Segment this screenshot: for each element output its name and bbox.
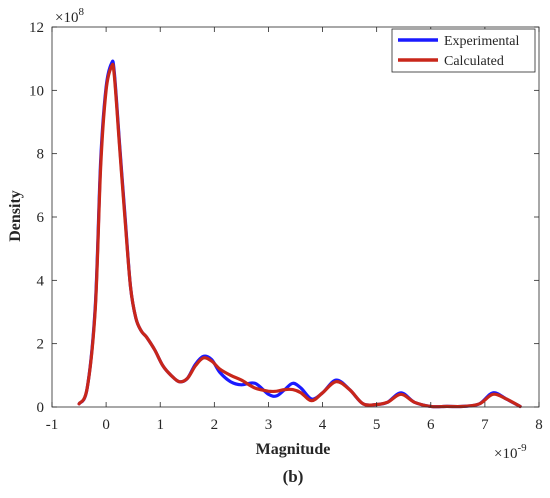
legend: Experimental Calculated bbox=[391, 28, 536, 73]
plot-area bbox=[52, 27, 539, 407]
y-tick-label: 4 bbox=[37, 273, 45, 289]
y-tick-label: 10 bbox=[29, 83, 44, 99]
x-tick-label: 6 bbox=[427, 417, 435, 433]
x-tick-label: 1 bbox=[156, 417, 164, 433]
y-tick-label: 0 bbox=[37, 400, 45, 416]
x-tick-label: -1 bbox=[46, 417, 59, 433]
legend-label-calculated: Calculated bbox=[444, 54, 504, 69]
x-tick-label: 4 bbox=[319, 417, 327, 433]
x-tick-label: 0 bbox=[102, 417, 110, 433]
panel-label: (b) bbox=[283, 467, 304, 486]
y-tick-label: 8 bbox=[37, 147, 45, 163]
x-axis-label: Magnitude bbox=[256, 441, 331, 458]
plot-background bbox=[52, 27, 539, 407]
x-tick-label: 7 bbox=[481, 417, 489, 433]
legend-label-experimental: Experimental bbox=[444, 34, 520, 49]
series-curves bbox=[77, 59, 522, 409]
x-axis-exponent: ×10-9 bbox=[494, 442, 527, 462]
x-tick-label: 2 bbox=[211, 417, 219, 433]
x-tick-label: 8 bbox=[535, 417, 543, 433]
y-axis-label: Density bbox=[7, 190, 24, 242]
y-axis-exponent: ×108 bbox=[55, 6, 84, 26]
series-line-calculated bbox=[77, 62, 522, 409]
y-tick-label: 6 bbox=[37, 210, 45, 226]
y-tick-label: 12 bbox=[29, 20, 44, 36]
y-tick-label: 2 bbox=[37, 337, 45, 353]
x-tick-label: 3 bbox=[265, 417, 273, 433]
legend-box bbox=[391, 28, 536, 73]
x-tick-label: 5 bbox=[373, 417, 381, 433]
